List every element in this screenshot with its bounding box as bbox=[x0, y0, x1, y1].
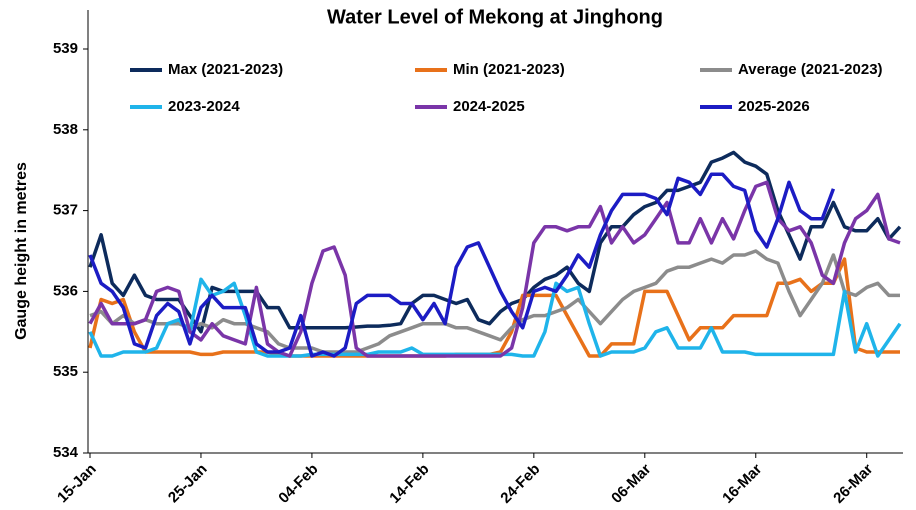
x-tick-label: 24-Feb bbox=[497, 461, 543, 507]
y-tick-label: 535 bbox=[53, 363, 78, 380]
y-tick-label: 539 bbox=[53, 40, 78, 57]
data-line bbox=[88, 150, 902, 334]
y-tick-label: 538 bbox=[53, 121, 78, 138]
chart-title: Water Level of Mekong at Jinghong bbox=[327, 6, 663, 28]
y-tick-label: 534 bbox=[53, 444, 79, 461]
legend-label: 2023-2024 bbox=[168, 98, 240, 115]
x-tick-label: 06-Mar bbox=[608, 461, 654, 507]
x-tick-label: 14-Feb bbox=[386, 461, 432, 507]
x-tick-label: 16-Mar bbox=[719, 461, 765, 507]
x-tick-label: 26-Mar bbox=[830, 461, 876, 507]
data-line bbox=[89, 249, 900, 354]
data-line bbox=[88, 257, 900, 358]
y-axis-label: Gauge height in metres bbox=[13, 162, 30, 340]
data-line bbox=[88, 180, 901, 358]
legend-label: Min (2021-2023) bbox=[453, 61, 565, 78]
x-tick-label: 15-Jan bbox=[54, 461, 100, 507]
x-tick-label: 04-Feb bbox=[275, 461, 321, 507]
y-tick-label: 537 bbox=[53, 202, 78, 219]
x-tick-label: 25-Jan bbox=[165, 461, 211, 507]
legend-label: Average (2021-2023) bbox=[738, 61, 883, 78]
legend-label: 2024-2025 bbox=[453, 98, 525, 115]
legend-label: 2025-2026 bbox=[738, 98, 810, 115]
legend-label: Max (2021-2023) bbox=[168, 61, 283, 78]
y-tick-label: 536 bbox=[53, 282, 78, 299]
data-line bbox=[88, 172, 836, 358]
